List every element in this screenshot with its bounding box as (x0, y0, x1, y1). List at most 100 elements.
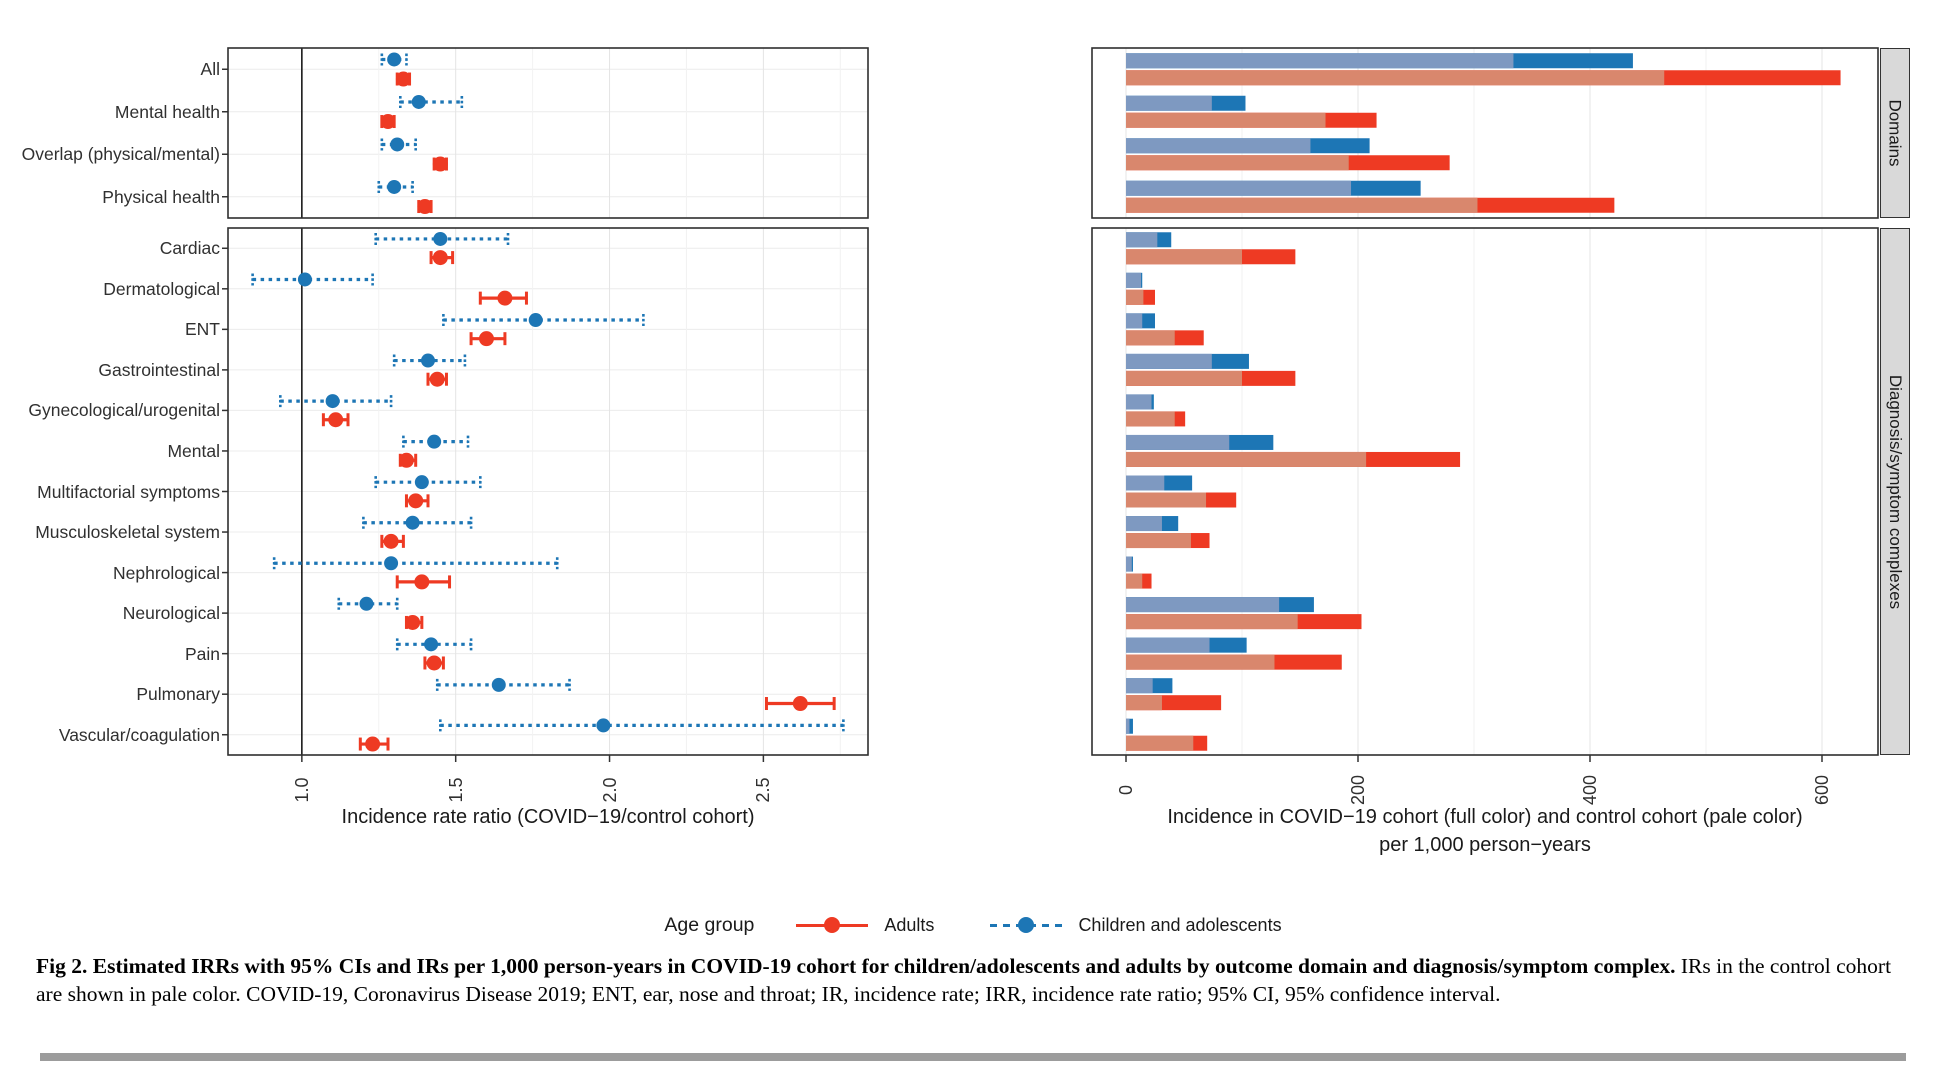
point-adults (380, 114, 396, 130)
panel-border (227, 227, 869, 756)
bar-children-control (1126, 597, 1280, 613)
category-label: Mental health (114, 101, 220, 122)
horizontal-scrollbar-thumb[interactable] (40, 1053, 1906, 1061)
bar-panel-domains (1091, 47, 1879, 219)
legend-label-adults: Adults (884, 914, 935, 935)
point-adults (497, 290, 513, 306)
forest-panel-diagnosis (222, 227, 869, 762)
category-label: Mental (167, 440, 220, 461)
point-adults (365, 736, 381, 752)
category-label: Physical health (102, 186, 220, 207)
bar-adults-control (1126, 70, 1665, 86)
point-adults (417, 199, 433, 215)
bar-adults-control (1126, 573, 1143, 589)
point-adults (408, 493, 424, 509)
bar-children-control (1126, 475, 1165, 491)
point-children (427, 434, 442, 449)
facet-strip-domains: Domains (1880, 48, 1910, 218)
point-children (596, 718, 611, 733)
bar-adults-control (1126, 197, 1478, 213)
x-axis-title-incidence-line1: Incidence in COVID−19 cohort (full color… (1167, 806, 1803, 828)
children-key-icon (990, 912, 1063, 938)
point-children (421, 353, 435, 368)
facet-strip-label: Domains (1886, 99, 1905, 167)
bar-children-control (1126, 95, 1212, 111)
point-adults (414, 574, 430, 590)
bar-adults-control (1126, 155, 1349, 171)
panel-border (1091, 47, 1879, 219)
adults-dot-icon (824, 917, 841, 933)
bar-children-control (1126, 232, 1158, 248)
point-children (405, 515, 420, 530)
point-adults (792, 696, 808, 712)
bar-adults-control (1126, 451, 1367, 467)
point-children (387, 179, 402, 194)
point-adults (395, 71, 411, 87)
figure-caption-bold: Fig 2. Estimated IRRs with 95% CIs and I… (36, 954, 1676, 978)
bar-adults-control (1126, 695, 1162, 711)
point-adults (383, 533, 399, 549)
point-children (390, 137, 405, 152)
point-adults (432, 156, 448, 172)
legend-title: Age group (664, 913, 755, 936)
point-children (433, 231, 448, 246)
category-label: Gynecological/urogenital (28, 400, 220, 421)
figure-caption: Fig 2. Estimated IRRs with 95% CIs and I… (36, 952, 1914, 1009)
figure-caption-rest: IRs in the control cohort are shown in p… (36, 954, 1892, 1007)
bar-children-control (1126, 53, 1514, 69)
category-label: Pain (184, 643, 220, 664)
bar-adults-control (1126, 735, 1194, 751)
point-adults (398, 452, 414, 468)
bar-children-control (1126, 637, 1210, 653)
category-label: All (200, 59, 220, 80)
panel-border (1091, 227, 1879, 756)
bar-adults-control (1126, 370, 1242, 386)
children-dot-icon (1018, 917, 1035, 933)
bar-children-control (1126, 434, 1230, 450)
point-adults (328, 412, 344, 428)
category-label: Multifactorial symptoms (37, 481, 220, 502)
category-label: Cardiac (159, 238, 220, 259)
age-group-legend: Age group Adults Children and adolescent… (0, 903, 1946, 947)
category-label: Vascular/coagulation (58, 724, 220, 745)
bar-children-control (1126, 678, 1153, 694)
bar-children-control (1126, 718, 1130, 734)
point-children (411, 94, 426, 109)
bar-adults-control (1126, 411, 1175, 427)
bar-children-control (1126, 313, 1143, 329)
point-children (387, 52, 402, 67)
facet-strip-diagnosis: Diagnosis/symptom complexes (1880, 228, 1910, 755)
bar-adults-control (1126, 654, 1275, 670)
point-children (414, 475, 429, 490)
bar-adults-control (1126, 614, 1298, 630)
point-children (297, 272, 312, 287)
category-label: Musculoskeletal system (35, 522, 220, 543)
category-label: ENT (185, 319, 220, 340)
category-label: Overlap (physical/mental) (21, 144, 220, 165)
bar-children-control (1126, 180, 1352, 196)
bar-children-control (1126, 516, 1162, 532)
point-adults (432, 250, 448, 266)
bar-panel-diagnosis (1091, 227, 1879, 762)
category-label: Pulmonary (136, 684, 220, 705)
point-adults (426, 655, 442, 671)
panel-border (227, 47, 869, 219)
bar-adults-control (1126, 330, 1175, 346)
forest-panel-domains (222, 47, 869, 219)
bar-adults-control (1126, 112, 1326, 128)
point-children (384, 556, 399, 571)
point-children (359, 596, 374, 611)
point-adults (478, 331, 494, 347)
category-label: Dermatological (103, 278, 220, 299)
x-axis-title-irr: Incidence rate ratio (COVID−19/control c… (341, 806, 755, 828)
category-label: Gastrointestinal (98, 359, 220, 380)
adults-key-icon (796, 912, 869, 938)
point-children (325, 394, 340, 409)
bar-adults-control (1126, 533, 1191, 549)
x-axis-title-incidence-line2: per 1,000 person−years (1379, 834, 1591, 856)
bar-children-control (1126, 353, 1212, 369)
facet-strip-label: Diagnosis/symptom complexes (1886, 374, 1905, 609)
category-label: Neurological (122, 603, 220, 624)
bar-children-control (1126, 556, 1132, 572)
